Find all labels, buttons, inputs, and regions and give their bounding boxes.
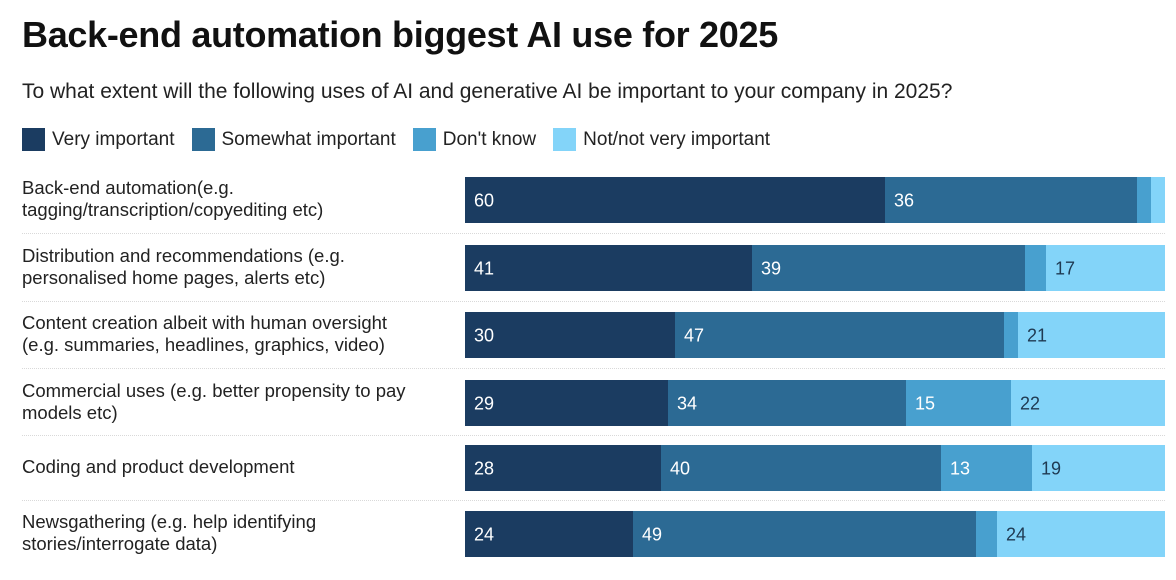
- bar-segment-don-t-know: [906, 380, 1011, 426]
- category-label-line: Distribution and recommendations (e.g.: [22, 245, 345, 266]
- category-label-line: Content creation albeit with human overs…: [22, 312, 388, 333]
- data-label: 39: [761, 259, 781, 279]
- data-label: 36: [894, 191, 914, 211]
- category-label-line: models etc): [22, 402, 118, 423]
- bar-segment-very-important: [465, 177, 885, 223]
- bar-segment-not-not-very-important: [1032, 445, 1165, 491]
- category-label: Commercial uses (e.g. better propensity …: [22, 380, 462, 424]
- legend: Very important Somewhat important Don't …: [22, 128, 787, 151]
- bar-segment-not-not-very-important: [1151, 177, 1165, 223]
- bar-segment-somewhat-important: [661, 445, 941, 491]
- legend-item-dont-know: Don't know: [412, 128, 537, 151]
- data-label: 22: [1020, 394, 1040, 414]
- legend-item-very-important: Very important: [22, 128, 175, 151]
- data-label: 28: [474, 459, 494, 479]
- bar-segment-not-not-very-important: [1046, 245, 1165, 291]
- data-label: 24: [1006, 525, 1026, 545]
- bar-segment-somewhat-important: [885, 177, 1137, 223]
- legend-label: Not/not very important: [583, 128, 771, 150]
- chart-title: Back-end automation biggest AI use for 2…: [22, 14, 778, 55]
- data-label: 60: [474, 191, 494, 211]
- category-label-line: Coding and product development: [22, 456, 295, 477]
- category-label-line: Commercial uses (e.g. better propensity …: [22, 380, 406, 401]
- bar-segment-somewhat-important: [668, 380, 906, 426]
- row-separator: [22, 435, 1165, 436]
- bar-segment-don-t-know: [976, 511, 997, 557]
- category-label: Distribution and recommendations (e.g. pe…: [22, 245, 462, 289]
- legend-label: Don't know: [442, 128, 537, 150]
- category-label-line: stories/interrogate data): [22, 533, 218, 554]
- bar-segment-very-important: [465, 380, 668, 426]
- category-label-line: (e.g. summaries, headlines, graphics, vi…: [22, 334, 385, 355]
- category-label-line: Newsgathering (e.g. help identifying: [22, 511, 317, 532]
- category-label-line: tagging/transcription/copyediting etc): [22, 199, 324, 220]
- bar-segment-don-t-know: [1025, 245, 1046, 291]
- data-label: 19: [1041, 459, 1061, 479]
- legend-item-not-important: Not/not very important: [553, 128, 770, 151]
- legend-swatch-somewhat-important: [191, 128, 215, 151]
- category-label-line: personalised home pages, alerts etc): [22, 267, 326, 288]
- row-separator: [22, 368, 1165, 369]
- bar-segment-somewhat-important: [752, 245, 1025, 291]
- category-label-line: Back-end automation(e.g.: [22, 177, 234, 198]
- legend-swatch-dont-know: [412, 128, 436, 151]
- bar-segment-somewhat-important: [675, 312, 1004, 358]
- bar-segment-very-important: [465, 312, 675, 358]
- bar-segment-not-not-very-important: [997, 511, 1165, 557]
- data-label: 17: [1055, 259, 1075, 279]
- bar-segment-not-not-very-important: [1018, 312, 1165, 358]
- legend-swatch-very-important: [22, 128, 45, 151]
- category-label: Coding and product development: [22, 456, 462, 478]
- data-label: 49: [642, 525, 662, 545]
- bar-segment-not-not-very-important: [1011, 380, 1165, 426]
- data-label: 21: [1027, 326, 1047, 346]
- data-label: 29: [474, 394, 494, 414]
- data-label: 24: [474, 525, 494, 545]
- bar-segment-very-important: [465, 245, 752, 291]
- data-label: 34: [677, 394, 697, 414]
- bar-segment-don-t-know: [1137, 177, 1151, 223]
- bar-segment-somewhat-important: [633, 511, 976, 557]
- category-label: Newsgathering (e.g. help identifying stor…: [22, 511, 462, 555]
- row-separator: [22, 233, 1165, 234]
- row-separator: [22, 500, 1165, 501]
- category-label: Content creation albeit with human overs…: [22, 312, 462, 356]
- bar-segment-don-t-know: [941, 445, 1032, 491]
- legend-item-somewhat-important: Somewhat important: [191, 128, 396, 151]
- row-separator: [22, 301, 1165, 302]
- legend-swatch-not-important: [553, 128, 577, 151]
- chart-subtitle: To what extent will the following uses o…: [22, 80, 953, 103]
- data-label: 41: [474, 259, 494, 279]
- bar-segment-very-important: [465, 445, 661, 491]
- bar-segment-very-important: [465, 511, 633, 557]
- data-label: 15: [915, 394, 935, 414]
- legend-label: Very important: [52, 128, 175, 150]
- legend-label: Somewhat important: [221, 128, 396, 150]
- data-label: 40: [670, 459, 690, 479]
- data-label: 47: [684, 326, 704, 346]
- data-label: 30: [474, 326, 494, 346]
- data-label: 13: [950, 459, 970, 479]
- category-label: Back-end automation(e.g. tagging/transcri…: [22, 177, 462, 221]
- bar-segment-don-t-know: [1004, 312, 1018, 358]
